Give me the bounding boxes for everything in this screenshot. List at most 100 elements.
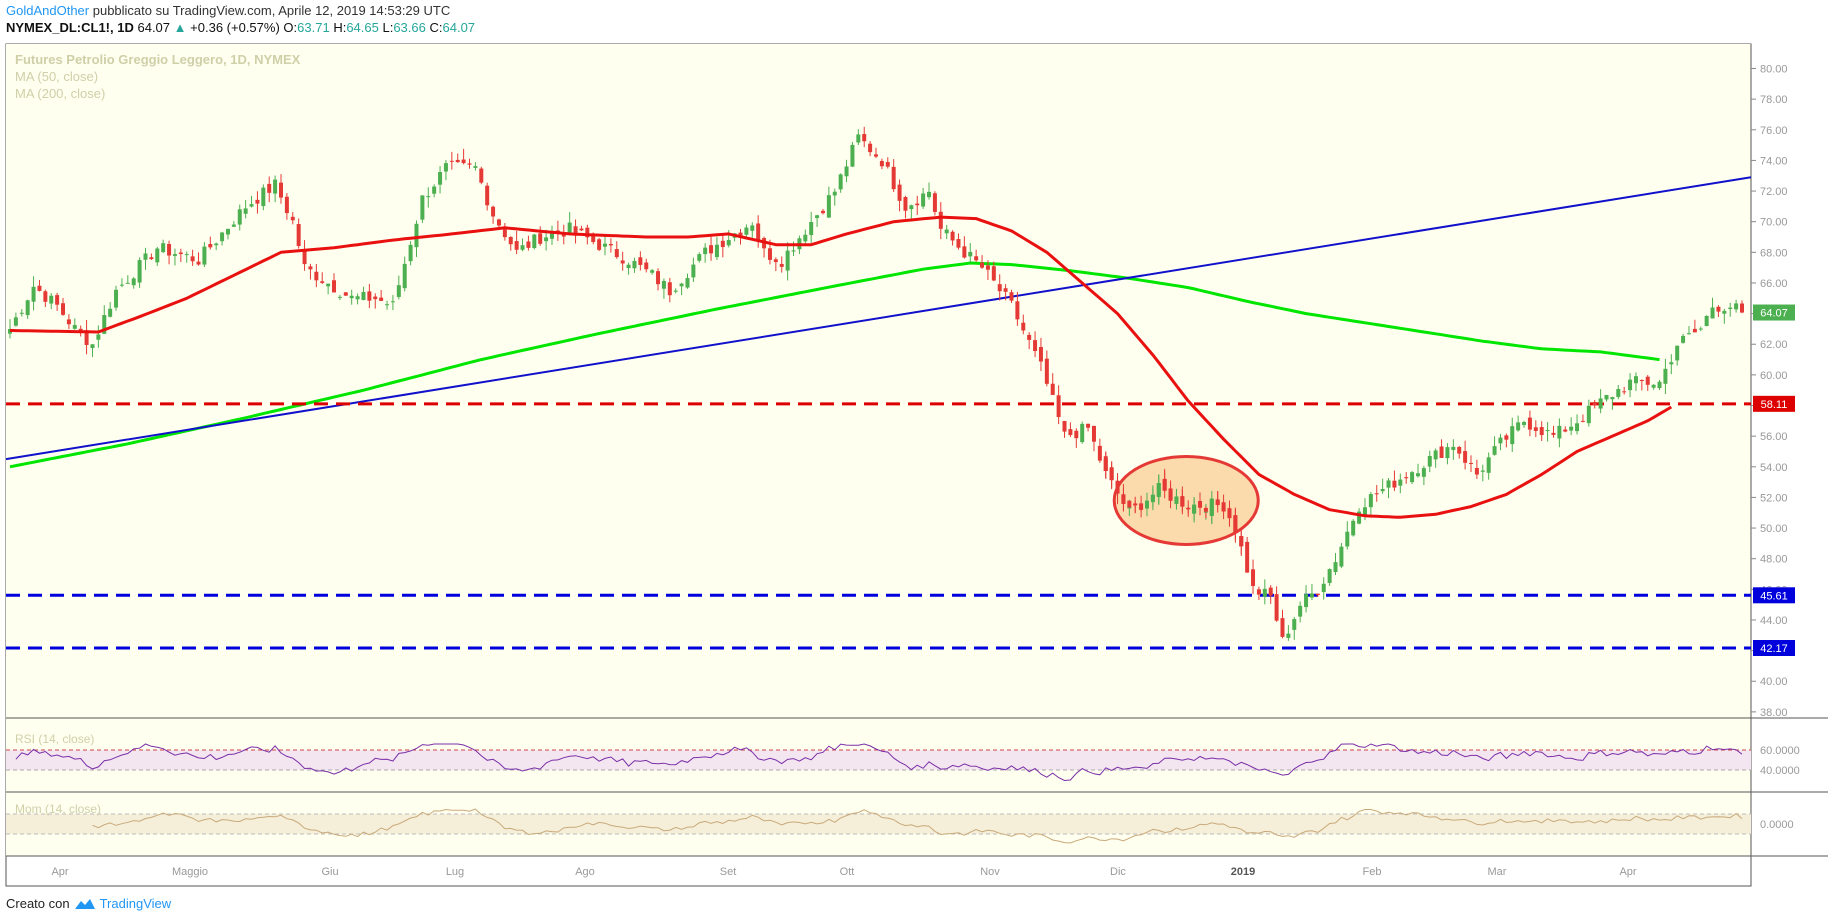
- candle-up: [1327, 569, 1332, 583]
- candle-down: [461, 159, 466, 164]
- candle-down: [879, 160, 884, 167]
- horizontal-levels[interactable]: [6, 402, 1751, 650]
- ohlc-low-label: L:: [382, 20, 394, 35]
- candle-down: [320, 281, 325, 283]
- candle-up: [1598, 398, 1603, 409]
- candle-up: [1357, 511, 1362, 524]
- price-change: +0.36 (+0.57%): [190, 20, 280, 35]
- candle-down: [656, 271, 661, 285]
- candle-down: [491, 206, 496, 217]
- candle-up: [673, 290, 678, 292]
- candle-up: [385, 304, 390, 306]
- time-tick-label: Feb: [1363, 866, 1382, 878]
- candle-down: [1280, 618, 1285, 637]
- price-tick-label: 74.00: [1760, 155, 1788, 167]
- candle-down: [667, 282, 672, 296]
- candle-down: [1109, 467, 1114, 481]
- candle-down: [485, 185, 490, 206]
- price-tick-label: 44.00: [1760, 615, 1788, 627]
- candle-down: [597, 239, 602, 250]
- candle-up: [119, 284, 124, 286]
- candle-up: [1415, 473, 1420, 477]
- candle-down: [614, 249, 619, 258]
- trendline[interactable]: [5, 176, 1752, 461]
- candle-down: [1740, 303, 1744, 313]
- candle-up: [1628, 379, 1633, 391]
- change-up-arrow-icon: ▲: [173, 20, 187, 35]
- candle-up: [438, 172, 443, 185]
- candle-down: [1580, 420, 1585, 422]
- candle-down: [1374, 493, 1379, 495]
- candle-down: [1233, 515, 1238, 533]
- candle-up: [1616, 389, 1621, 397]
- candle-down: [608, 243, 613, 246]
- candle-up: [909, 205, 914, 210]
- ohlc-high-label: H:: [333, 20, 347, 35]
- candle-down: [267, 183, 272, 193]
- candle-down: [1068, 429, 1073, 436]
- candle-down: [1457, 446, 1462, 454]
- time-tick-label: Ago: [575, 866, 595, 878]
- candle-up: [567, 222, 572, 235]
- ma200-line: [9, 261, 1660, 469]
- candle-down: [373, 296, 378, 300]
- candle-up: [1433, 450, 1438, 460]
- candle-up: [1728, 307, 1733, 309]
- candle-down: [302, 250, 307, 265]
- author-link[interactable]: GoldAndOther: [6, 3, 90, 18]
- time-tick-label: Dic: [1110, 866, 1126, 878]
- candle-up: [832, 191, 837, 196]
- candle-up: [703, 247, 708, 255]
- candle-up: [1516, 422, 1521, 431]
- candle-down: [1215, 501, 1220, 505]
- candle-up: [1586, 405, 1591, 424]
- ohlc-open-value: 63.71: [297, 20, 330, 35]
- candle-down: [985, 265, 990, 270]
- candle-up: [1480, 470, 1485, 472]
- candle-up: [231, 224, 236, 227]
- resistance-price-label: 58.11: [1761, 399, 1788, 411]
- candle-up: [1421, 468, 1426, 477]
- last-price: 64.07: [137, 20, 171, 35]
- candle-up: [968, 251, 973, 257]
- candle-down: [1592, 402, 1597, 406]
- candle-up: [237, 209, 242, 225]
- time-tick-label: Ott: [840, 866, 855, 878]
- candle-down: [1251, 569, 1256, 587]
- candle-down: [190, 256, 195, 262]
- candle-up: [1575, 423, 1580, 432]
- candle-up: [826, 195, 831, 218]
- candle-up: [125, 282, 130, 284]
- candle-up: [1156, 482, 1161, 498]
- time-axis: Apr Maggio Giu Lug Ago Set Ott Nov Dic 2019 Feb Mar…: [51, 866, 1636, 878]
- candle-up: [661, 280, 666, 289]
- price-tick-label: 60.00: [1760, 370, 1788, 382]
- price-chart[interactable]: 38.0040.0042.0044.0046.0048.0050.0052.00…: [0, 0, 1828, 890]
- price-axis: 38.0040.0042.0044.0046.0048.0050.0052.00…: [1751, 64, 1788, 719]
- candle-down: [874, 154, 878, 157]
- price-tick-label: 40.00: [1760, 676, 1788, 688]
- price-tick-label: 68.00: [1760, 247, 1788, 259]
- candle-down: [1533, 427, 1538, 431]
- footer-label: Creato con: [6, 896, 70, 911]
- ohlc-open-label: O:: [283, 20, 298, 35]
- candle-up: [1262, 588, 1267, 597]
- candle-down: [1198, 500, 1203, 508]
- candle-down: [55, 295, 60, 305]
- candle-down: [496, 219, 501, 226]
- candle-up: [114, 289, 119, 308]
- candle-up: [214, 243, 219, 246]
- candle-up: [803, 234, 808, 242]
- price-tick-label: 72.00: [1760, 186, 1788, 198]
- candle-down: [1221, 506, 1226, 512]
- candle-up: [1663, 368, 1668, 384]
- candle-up: [1486, 457, 1491, 473]
- candle-up: [1321, 583, 1326, 593]
- candle-down: [903, 197, 908, 211]
- publish-info: GoldAndOther pubblicato su TradingView.c…: [6, 3, 450, 18]
- candle-down: [1021, 322, 1026, 331]
- candle-down: [561, 234, 566, 237]
- tradingview-link[interactable]: TradingView: [99, 896, 172, 911]
- candle-down: [573, 226, 578, 234]
- candle-up: [1722, 310, 1727, 314]
